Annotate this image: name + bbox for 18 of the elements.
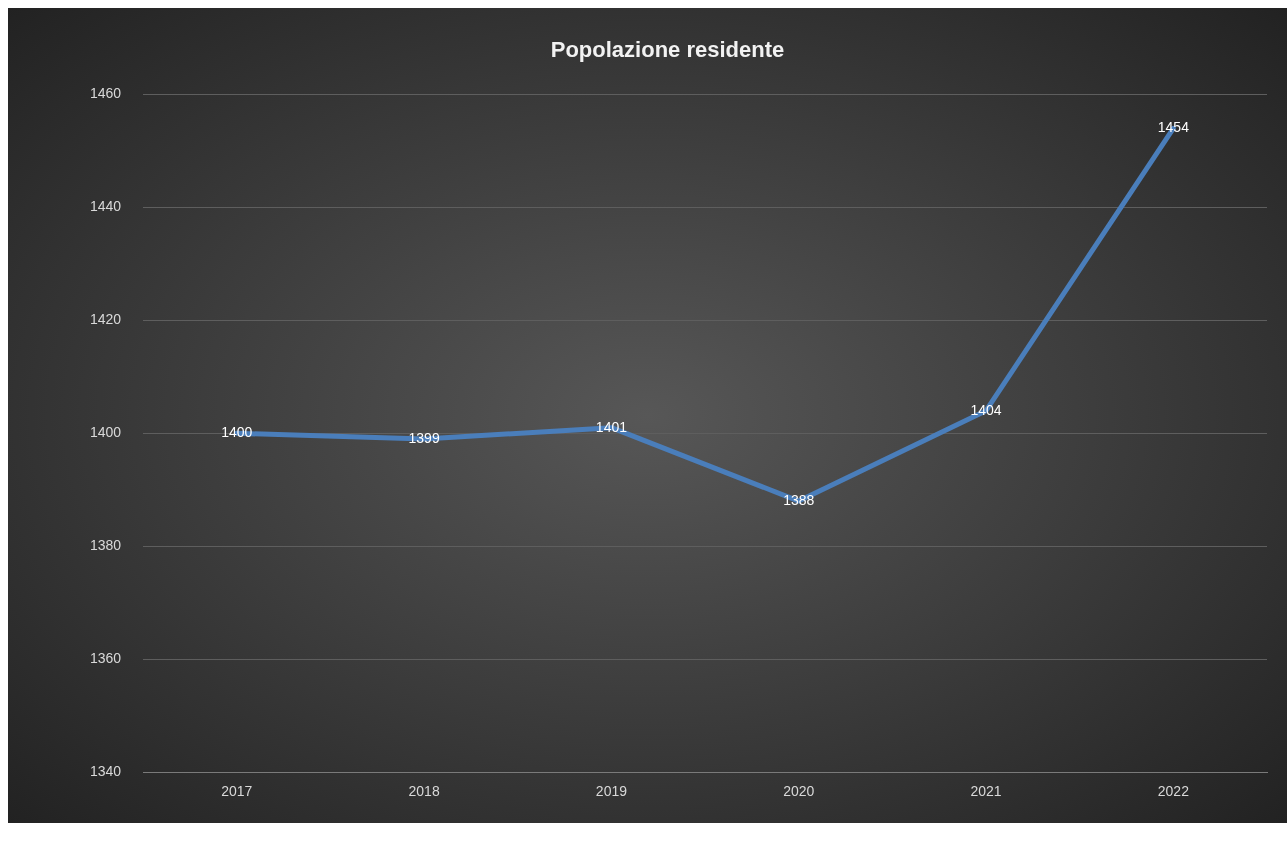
x-tick-label: 2019 [595, 783, 628, 800]
data-label: 1400 [221, 424, 253, 441]
y-tick-label: 1340 [89, 763, 122, 780]
data-label: 1454 [1157, 119, 1190, 136]
x-tick-label: 2018 [408, 783, 440, 800]
x-tick-label: 2020 [783, 783, 815, 800]
chart-title: Popolazione residente [550, 37, 785, 63]
x-tick-label: 2017 [221, 783, 253, 800]
y-tick-label: 1380 [89, 537, 122, 554]
y-tick-label: 1360 [89, 650, 122, 667]
data-label: 1401 [595, 418, 628, 435]
y-tick-label: 1460 [89, 85, 122, 102]
y-tick-label: 1420 [89, 311, 122, 328]
x-tick-label: 2021 [970, 783, 1002, 800]
x-tick-label: 2022 [1157, 783, 1190, 800]
y-tick-label: 1400 [89, 424, 122, 441]
y-tick-label: 1440 [89, 198, 122, 215]
data-label: 1388 [783, 491, 815, 508]
